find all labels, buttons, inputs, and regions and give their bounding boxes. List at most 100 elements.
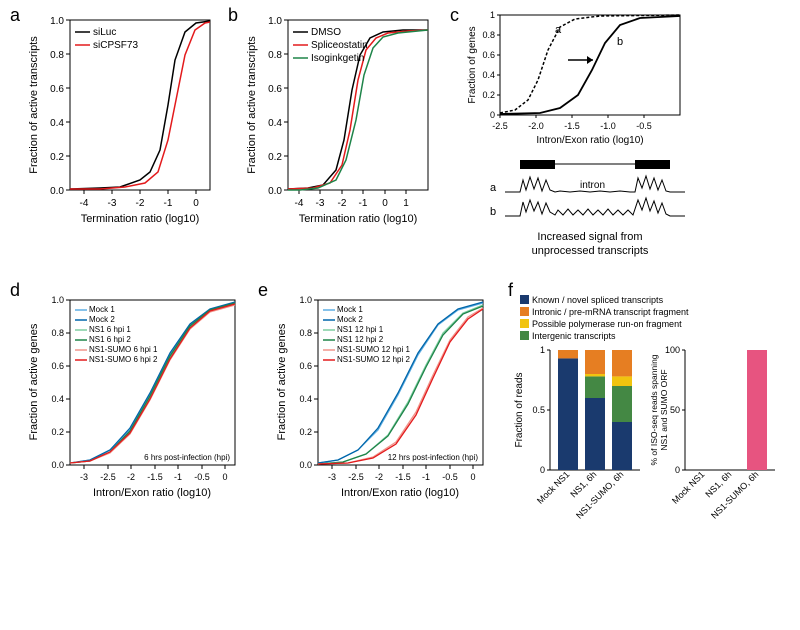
svg-text:a: a — [555, 24, 562, 36]
svg-text:Fraction of active transcripts: Fraction of active transcripts — [246, 36, 258, 174]
svg-text:-1.0: -1.0 — [600, 121, 616, 131]
svg-text:-3: -3 — [328, 472, 336, 482]
svg-text:-2.0: -2.0 — [528, 121, 544, 131]
svg-text:-3: -3 — [108, 198, 117, 209]
svg-text:Mock 2: Mock 2 — [337, 315, 363, 324]
svg-text:Fraction of active genes: Fraction of active genes — [276, 323, 288, 440]
svg-text:0.6: 0.6 — [268, 84, 282, 95]
svg-text:-4: -4 — [295, 198, 304, 209]
svg-text:Intron/Exon ratio (log10): Intron/Exon ratio (log10) — [536, 135, 643, 146]
svg-text:-3: -3 — [80, 472, 88, 482]
svg-text:1: 1 — [403, 198, 409, 209]
svg-text:NS1-SUMO 12 hpi 2: NS1-SUMO 12 hpi 2 — [337, 355, 410, 364]
svg-text:-1: -1 — [422, 472, 430, 482]
svg-text:Fraction of reads: Fraction of reads — [514, 372, 525, 447]
svg-text:0.2: 0.2 — [51, 427, 64, 437]
panel-c-chart: 0 0.2 0.4 0.6 0.8 1 -2.5 -2.0 -1.5 -1.0 … — [465, 10, 780, 285]
svg-text:0.5: 0.5 — [532, 405, 545, 415]
svg-text:-4: -4 — [80, 198, 89, 209]
svg-text:-1.5: -1.5 — [395, 472, 411, 482]
panel-f-chart: Known / novel spliced transcripts Intron… — [510, 290, 790, 610]
svg-text:b: b — [617, 36, 623, 48]
svg-text:NS1-SUMO 6 hpi 1: NS1-SUMO 6 hpi 1 — [89, 345, 158, 354]
svg-text:0.4: 0.4 — [299, 394, 312, 404]
panel-a-label: a — [10, 5, 20, 26]
svg-text:-2.5: -2.5 — [100, 472, 116, 482]
svg-text:Increased signal from: Increased signal from — [537, 231, 642, 243]
svg-text:0.8: 0.8 — [268, 50, 282, 61]
svg-text:-2.5: -2.5 — [348, 472, 364, 482]
svg-text:NS1-SUMO 12 hpi 1: NS1-SUMO 12 hpi 1 — [337, 345, 410, 354]
svg-text:NS1 6 hpi 1: NS1 6 hpi 1 — [89, 325, 131, 334]
svg-text:0: 0 — [470, 472, 475, 482]
svg-text:NS1-SUMO, 6h: NS1-SUMO, 6h — [574, 469, 625, 520]
svg-text:0.4: 0.4 — [51, 394, 64, 404]
svg-text:Intron/Exon ratio (log10): Intron/Exon ratio (log10) — [341, 487, 459, 499]
svg-text:0.0: 0.0 — [268, 186, 282, 197]
svg-text:-2: -2 — [375, 472, 383, 482]
svg-text:0.0: 0.0 — [51, 460, 64, 470]
svg-text:b: b — [490, 206, 496, 218]
svg-text:intron: intron — [580, 180, 605, 191]
svg-text:siCPSF73: siCPSF73 — [93, 40, 138, 51]
svg-text:Mock 2: Mock 2 — [89, 315, 115, 324]
svg-text:-2: -2 — [136, 198, 145, 209]
svg-text:6 hrs post-infection (hpi): 6 hrs post-infection (hpi) — [144, 453, 230, 462]
svg-text:0.0: 0.0 — [299, 460, 312, 470]
svg-text:-1: -1 — [359, 198, 368, 209]
panel-b-label: b — [228, 5, 238, 26]
svg-text:Fraction of active genes: Fraction of active genes — [28, 323, 40, 440]
svg-text:0.2: 0.2 — [482, 90, 495, 100]
svg-text:NS1-SUMO 6 hpi 2: NS1-SUMO 6 hpi 2 — [89, 355, 158, 364]
svg-text:-2: -2 — [127, 472, 135, 482]
panel-a-xlabel: Termination ratio (log10) — [81, 213, 200, 225]
svg-text:0.2: 0.2 — [50, 152, 64, 163]
svg-text:0.8: 0.8 — [299, 328, 312, 338]
svg-text:0.2: 0.2 — [268, 152, 282, 163]
svg-text:0.4: 0.4 — [50, 118, 64, 129]
svg-text:Fraction of genes: Fraction of genes — [467, 26, 478, 103]
panel-d-chart: 0.0 0.2 0.4 0.6 0.8 1.0 -3 -2.5 -2 -1.5 … — [25, 290, 250, 515]
svg-text:Possible polymerase run-on fra: Possible polymerase run-on fragment — [532, 319, 682, 329]
panel-e-label: e — [258, 280, 268, 301]
svg-text:NS1 and SUMO ORF: NS1 and SUMO ORF — [659, 369, 669, 450]
svg-text:% of ISO-seq reads spanning: % of ISO-seq reads spanning — [649, 354, 659, 465]
svg-text:NS1 12 hpi 1: NS1 12 hpi 1 — [337, 325, 384, 334]
svg-text:0: 0 — [675, 465, 680, 475]
svg-text:1: 1 — [490, 10, 495, 20]
svg-text:0.6: 0.6 — [50, 84, 64, 95]
svg-text:Known / novel spliced transcri: Known / novel spliced transcripts — [532, 295, 664, 305]
svg-text:Mock 1: Mock 1 — [337, 305, 363, 314]
svg-text:1: 1 — [540, 345, 545, 355]
panel-e-chart: 0.0 0.2 0.4 0.6 0.8 1.0 -3 -2.5 -2 -1.5 … — [273, 290, 498, 515]
svg-text:NS1 6 hpi 2: NS1 6 hpi 2 — [89, 335, 131, 344]
svg-text:0.8: 0.8 — [482, 30, 495, 40]
svg-text:0: 0 — [193, 198, 199, 209]
svg-text:-0.5: -0.5 — [442, 472, 458, 482]
svg-text:NS1 12 hpi 2: NS1 12 hpi 2 — [337, 335, 384, 344]
svg-text:0.0: 0.0 — [50, 186, 64, 197]
svg-text:0.6: 0.6 — [51, 361, 64, 371]
svg-text:0.2: 0.2 — [299, 427, 312, 437]
svg-text:1.0: 1.0 — [51, 295, 64, 305]
svg-text:12 hrs post-infection (hpi): 12 hrs post-infection (hpi) — [388, 453, 479, 462]
svg-text:0.6: 0.6 — [482, 50, 495, 60]
svg-text:100: 100 — [665, 345, 680, 355]
svg-text:Spliceostatin: Spliceostatin — [311, 40, 368, 51]
svg-text:1.0: 1.0 — [50, 16, 64, 27]
svg-text:0: 0 — [490, 110, 495, 120]
svg-text:Intron/Exon ratio (log10): Intron/Exon ratio (log10) — [93, 487, 211, 499]
svg-text:-0.5: -0.5 — [636, 121, 652, 131]
svg-text:Termination ratio (log10): Termination ratio (log10) — [299, 213, 418, 225]
panel-b-chart: 0.0 0.2 0.4 0.6 0.8 1.0 -4 -3 -2 -1 0 1 … — [243, 10, 438, 240]
svg-text:0: 0 — [540, 465, 545, 475]
svg-text:-2.5: -2.5 — [492, 121, 508, 131]
svg-text:-3: -3 — [316, 198, 325, 209]
panel-a-ylabel: Fraction of active transcripts — [28, 36, 40, 174]
svg-text:0.8: 0.8 — [50, 50, 64, 61]
svg-text:1.0: 1.0 — [268, 16, 282, 27]
svg-text:50: 50 — [670, 405, 680, 415]
svg-text:NS1-SUMO, 6h: NS1-SUMO, 6h — [709, 469, 760, 520]
svg-text:Mock 1: Mock 1 — [89, 305, 115, 314]
svg-text:-0.5: -0.5 — [194, 472, 210, 482]
